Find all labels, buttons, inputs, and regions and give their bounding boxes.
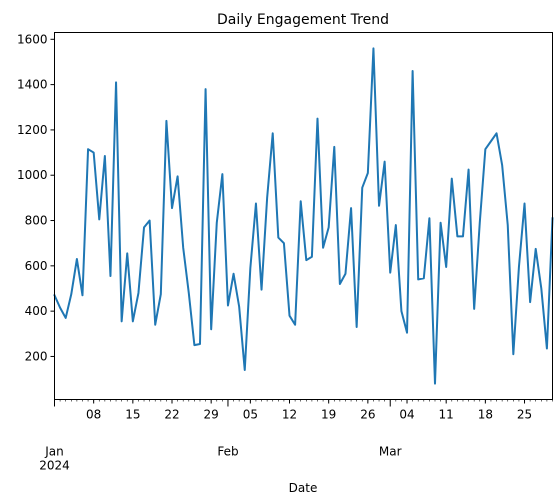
x-tick-label: 25 — [517, 408, 532, 422]
y-tick-label: 400 — [25, 304, 48, 318]
x-month-label: Jan — [44, 445, 64, 459]
y-tick-label: 1600 — [17, 32, 48, 46]
y-tick-label: 800 — [25, 214, 48, 228]
x-axis-label: Date — [289, 481, 318, 495]
x-tick-label: 26 — [360, 408, 375, 422]
y-tick-label: 1000 — [17, 168, 48, 182]
x-tick-label: 11 — [439, 408, 454, 422]
x-month-label: Feb — [217, 445, 238, 459]
x-tick-label: 04 — [399, 408, 414, 422]
x-tick-label: 19 — [321, 408, 336, 422]
x-tick-label: 08 — [86, 408, 101, 422]
x-tick-label: 22 — [164, 408, 179, 422]
y-tick-label: 1400 — [17, 78, 48, 92]
series-line-0 — [53, 47, 554, 385]
series-layer — [53, 47, 554, 385]
x-tick-label: 15 — [125, 408, 140, 422]
plot-frame — [54, 32, 553, 400]
x-month-label: Mar — [379, 445, 402, 459]
y-tick-label: 1200 — [17, 123, 48, 137]
y-tick-label: 200 — [25, 349, 48, 363]
chart-title: Daily Engagement Trend — [217, 12, 389, 28]
x-tick-label: 29 — [204, 408, 219, 422]
y-tick-label: 600 — [25, 259, 48, 273]
y-axis: 200 400 600 800 1000 1200 1400 1600 — [17, 32, 55, 363]
x-tick-label: 12 — [282, 408, 297, 422]
x-year-label: 2024 — [39, 459, 70, 473]
x-tick-label: 18 — [478, 408, 493, 422]
x-tick-label: 05 — [243, 408, 258, 422]
